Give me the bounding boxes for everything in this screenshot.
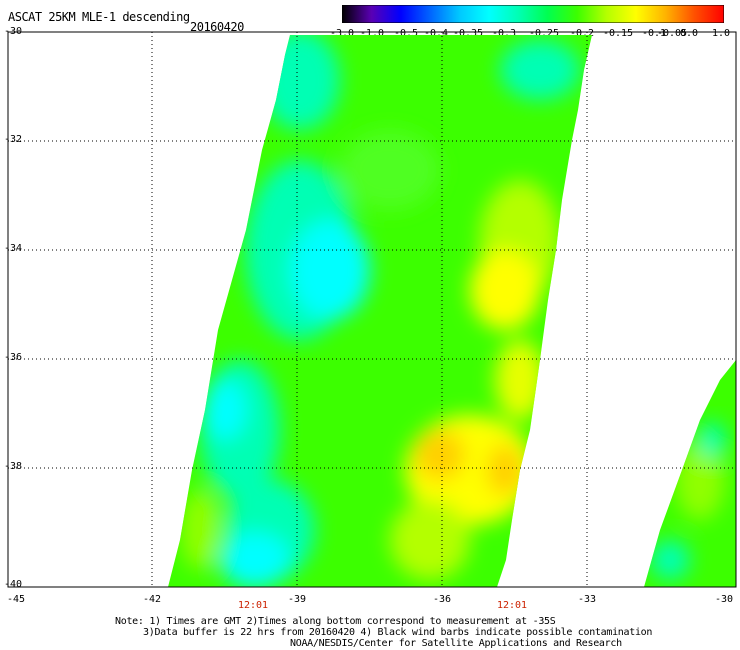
lon-label: -36 bbox=[432, 594, 452, 605]
colorbar-gradient bbox=[342, 5, 724, 23]
colorbar-label: -1.0 bbox=[359, 28, 385, 39]
grid-lines bbox=[8, 32, 736, 587]
lat-label: -36 bbox=[4, 352, 23, 363]
note-line-2: 3)Data buffer is 22 hrs from 20160420 4)… bbox=[143, 627, 653, 638]
swath-main bbox=[168, 35, 592, 587]
colorbar-label: -0.25 bbox=[528, 28, 560, 39]
colorbar-label: 1.0 bbox=[711, 28, 731, 39]
time-label: 12:01 bbox=[237, 600, 269, 611]
lon-label: -30 bbox=[714, 594, 734, 605]
swath-secondary bbox=[644, 360, 736, 587]
lat-label: -38 bbox=[4, 461, 23, 472]
lon-label: -39 bbox=[287, 594, 307, 605]
note-line-3: NOAA/NESDIS/Center for Satellite Applica… bbox=[290, 638, 622, 649]
colorbar-label: 0.0 bbox=[679, 28, 699, 39]
lat-label: -30 bbox=[4, 26, 23, 37]
lon-label: -45 bbox=[6, 594, 26, 605]
colorbar-label: -3.0 bbox=[329, 28, 355, 39]
lat-label: -34 bbox=[4, 243, 23, 254]
colorbar bbox=[342, 5, 724, 23]
colorbar-label: -0.05 bbox=[656, 28, 688, 39]
lon-label: -33 bbox=[577, 594, 597, 605]
plot-title: ASCAT 25KM MLE-1 descending bbox=[8, 10, 190, 24]
colorbar-label: -0.15 bbox=[602, 28, 634, 39]
lat-label: -40 bbox=[4, 579, 23, 590]
colorbar-label: -0.3 bbox=[491, 28, 517, 39]
colorbar-label: -0.1 bbox=[641, 28, 667, 39]
colorbar-label: -0.4 bbox=[423, 28, 449, 39]
lon-label: -42 bbox=[142, 594, 162, 605]
plot-frame bbox=[7, 31, 737, 588]
note-line-1: Note: 1) Times are GMT 2)Times along bot… bbox=[115, 616, 556, 627]
colorbar-labels: -3.0 -1.0 -0.5 -0.4 -0.35 -0.3 -0.25 -0.… bbox=[320, 28, 740, 42]
time-label: 12:01 bbox=[496, 600, 528, 611]
colorbar-label: -0.2 bbox=[569, 28, 595, 39]
lat-label: -32 bbox=[4, 134, 23, 145]
colorbar-label: -0.35 bbox=[452, 28, 484, 39]
colorbar-label: -0.5 bbox=[393, 28, 419, 39]
plot-date: 20160420 bbox=[190, 20, 244, 34]
swath-map bbox=[7, 31, 737, 588]
